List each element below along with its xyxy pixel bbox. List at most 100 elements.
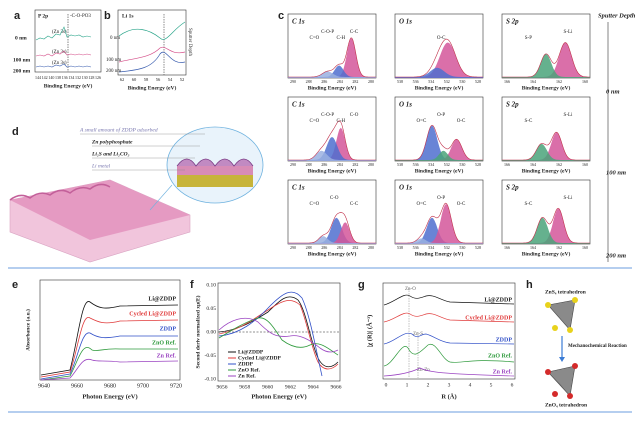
x-tick-label: 164 xyxy=(530,162,536,167)
spectrum xyxy=(383,367,515,377)
fitted-peak xyxy=(288,137,376,161)
surface xyxy=(10,180,190,240)
axis-label: Binding Energy (eV) xyxy=(522,250,571,257)
layer-label: Li₂S and Li₂CO₃ xyxy=(91,151,130,157)
axis-label: Photon Energy (eV) xyxy=(82,393,137,400)
xps-cell: S 2p S-C S-Li 166 164 162 160 Binding Energy (e… xyxy=(501,179,591,257)
peak-label: C-O xyxy=(350,113,359,118)
peak-label: S-Li xyxy=(564,30,574,35)
depth-label: 0 nm xyxy=(15,35,27,41)
legend-entry: ZDDP xyxy=(238,361,254,367)
x-tick-label: 284 xyxy=(337,162,343,167)
x-tick-label: 160 xyxy=(582,79,588,84)
layer-label: A small amount of ZDDP adsorbed xyxy=(79,126,158,133)
title: P 2p xyxy=(38,13,48,19)
legend-entry: Li@ZDDP xyxy=(484,297,512,303)
peak-label: C-H xyxy=(336,36,345,41)
panel-c: c Sputter Depth 0 nmC 1sC=OC-O-PC-HC-C29… xyxy=(278,10,636,262)
layer xyxy=(177,175,253,187)
x-tick-label: 284 xyxy=(337,245,343,250)
tetrahedron xyxy=(547,365,576,397)
layer-label: Li metal xyxy=(91,163,111,169)
x-tick-label: 144 xyxy=(35,75,41,80)
fitted-peak xyxy=(502,42,590,78)
legend-entry: Cycled Li@ZDDP xyxy=(129,311,176,317)
axis-label: Binding Energy (eV) xyxy=(308,84,357,91)
x-tick-label: 282 xyxy=(352,162,358,167)
y-tick-label: 0.10 xyxy=(206,282,216,288)
spectrum xyxy=(118,51,186,73)
x-tick-label: 9680 xyxy=(104,383,116,389)
x-tick-label: 54 xyxy=(168,77,173,82)
ticks: 9656 9658 9660 9662 9664 9666 0.10 0.05 0.00 -0.0… xyxy=(205,282,342,390)
peak-label: C=O xyxy=(310,202,320,207)
spectrum xyxy=(218,300,339,370)
x-tick-label: 58 xyxy=(144,77,149,82)
xps-cell: C 1s C=OC-O-PC-H C-C 290 288 286 284 282 280 Bind… xyxy=(287,13,377,91)
y-tick-label: -0.05 xyxy=(205,353,217,359)
cell-title: S 2p xyxy=(506,184,519,192)
leader xyxy=(80,133,205,171)
envelope xyxy=(288,120,376,161)
x-tick-label: 286 xyxy=(321,245,327,250)
xps-cell: S 2p S-C S-Li 166 164 162 160 Binding Energy (e… xyxy=(501,96,591,174)
peak-label: O-P xyxy=(437,196,445,201)
envelope xyxy=(502,42,590,78)
title: Li 1s xyxy=(122,13,133,19)
peak-label: O-C xyxy=(457,119,466,124)
ticks: 0 1 2 3 4 5 6 xyxy=(385,382,514,388)
x-tick-label: 162 xyxy=(556,162,562,167)
peak-label: S-P xyxy=(525,36,532,41)
axis-label: Binding Energy (eV) xyxy=(415,84,464,91)
peak-label: C-H xyxy=(336,119,345,124)
spectrum xyxy=(118,21,186,40)
axis-label: R (Å) xyxy=(441,392,456,400)
fitted-peak xyxy=(502,54,590,78)
spectrum xyxy=(218,317,339,356)
cell-title: C 1s xyxy=(292,18,305,26)
arrow xyxy=(559,357,565,362)
side-label: Sputter Depth xyxy=(598,12,636,19)
x-tick-label: 162 xyxy=(556,245,562,250)
series-label: (Zn 3s) xyxy=(52,61,67,66)
panel-a: a P 2p -C-O-PO3 (Zn 3s) (Zn 3s) (Zn 3s) … xyxy=(13,9,102,89)
fitted-peak xyxy=(502,143,590,161)
spectrum xyxy=(35,26,92,41)
atom xyxy=(545,369,551,375)
tetrahedron xyxy=(548,305,570,330)
xps-cell: O 1s O=C O-P O-C 538 536 534 532 530 528 Binding E… xyxy=(394,179,484,257)
layer xyxy=(176,158,254,167)
atom xyxy=(567,393,573,399)
x-tick-label: 536 xyxy=(413,245,419,250)
x-tick-label: 538 xyxy=(397,245,403,250)
panel-label: g xyxy=(358,279,365,291)
xps-cell: S 2p S-P S-Li 166 164 162 160 Binding Energy (e… xyxy=(501,13,591,91)
atom xyxy=(572,297,578,303)
axes xyxy=(117,9,187,76)
depth-label: 200 nm xyxy=(605,252,626,259)
x-tick-label: 538 xyxy=(397,162,403,167)
x-tick-label: 126 xyxy=(95,75,101,80)
axis-label: Binding Energy (eV) xyxy=(415,167,464,174)
atom xyxy=(545,302,551,308)
depth-label: 200 nm xyxy=(106,69,121,74)
arrow-label: Mechanochemical Reaction xyxy=(568,344,627,349)
y-tick-label: -0.10 xyxy=(205,376,217,382)
legend-entry: Cycled Li@ZDDP xyxy=(238,355,281,361)
annotation: -C-O-PO3 xyxy=(70,14,91,19)
peak-label: C=O xyxy=(310,119,320,124)
texture xyxy=(9,183,111,201)
x-tick-label: 282 xyxy=(352,245,358,250)
legend-entry: ZDDP xyxy=(496,337,513,343)
fitted-peak xyxy=(288,38,376,78)
x-tick-label: 286 xyxy=(321,79,327,84)
x-tick-label: 284 xyxy=(337,79,343,84)
cell-title: O 1s xyxy=(399,18,412,26)
spectrum xyxy=(35,63,92,68)
legend-entry: ZnO Ref. xyxy=(238,367,261,373)
panel-label: b xyxy=(104,10,111,22)
panel-h: h ZnS₄ tetrahedron Mechanochemical React… xyxy=(526,279,627,408)
spectrum xyxy=(40,317,179,378)
peak-label: S-Li xyxy=(564,196,574,201)
